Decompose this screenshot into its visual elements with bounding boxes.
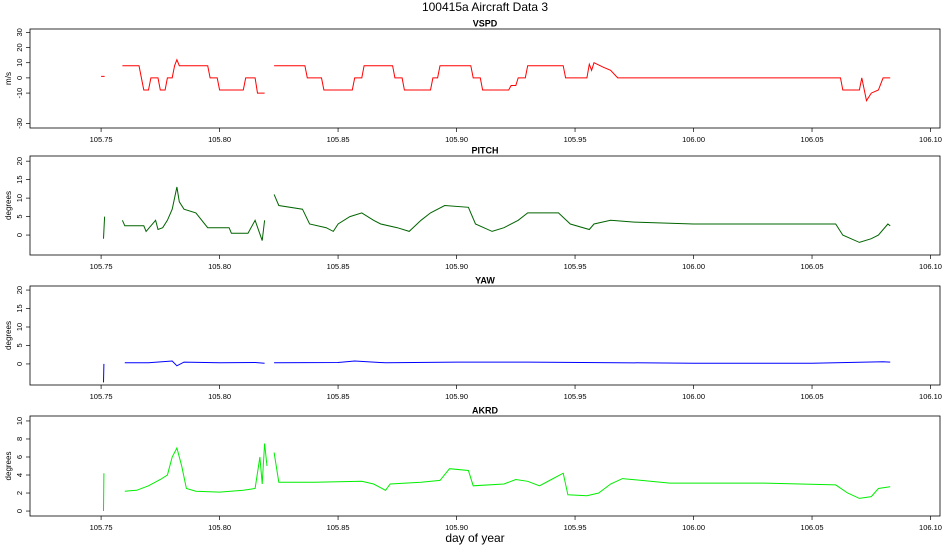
y-tick-label: 30: [15, 28, 24, 36]
x-tick-label: 106.05: [801, 135, 824, 144]
y-tick-label: 6: [15, 455, 24, 459]
x-tick-label: 105.85: [327, 523, 350, 532]
y-tick-label: 20: [15, 286, 24, 294]
y-tick-label: 0: [15, 233, 24, 237]
x-tick-label: 105.80: [208, 392, 231, 401]
panel-title: PITCH: [472, 145, 499, 155]
x-tick-label: 105.80: [208, 135, 231, 144]
x-tick-label: 105.75: [90, 392, 113, 401]
x-tick-label: 106.00: [682, 135, 705, 144]
y-tick-label: 0: [15, 509, 24, 513]
y-tick-label: 8: [15, 437, 24, 441]
x-tick-label: 106.00: [682, 262, 705, 271]
x-axis-label: day of year: [445, 531, 504, 545]
y-tick-label: 0: [15, 362, 24, 366]
x-tick-label: 105.85: [327, 392, 350, 401]
data-line: [103, 186, 891, 243]
x-tick-label: 105.75: [90, 523, 113, 532]
x-tick-label: 105.95: [564, 135, 587, 144]
y-tick-label: 10: [15, 59, 24, 67]
y-tick-label: 10: [15, 417, 24, 425]
y-tick-label: -30: [15, 118, 24, 129]
y-tick-label: 20: [15, 157, 24, 165]
data-line: [103, 443, 891, 512]
data-line: [103, 360, 891, 383]
x-tick-label: 106.00: [682, 392, 705, 401]
x-tick-label: 106.05: [801, 262, 824, 271]
x-tick-label: 105.95: [564, 262, 587, 271]
x-tick-label: 106.05: [801, 523, 824, 532]
x-tick-label: 105.75: [90, 262, 113, 271]
y-tick-label: -10: [15, 88, 24, 99]
y-tick-label: 10: [15, 323, 24, 331]
x-tick-label: 105.95: [564, 523, 587, 532]
x-tick-label: 105.85: [327, 262, 350, 271]
y-axis-label: degrees: [4, 452, 13, 481]
x-tick-label: 105.90: [445, 262, 468, 271]
figure-title: 100415a Aircraft Data 3: [422, 0, 548, 14]
x-tick-label: 105.90: [445, 135, 468, 144]
y-tick-label: 15: [15, 175, 24, 183]
y-tick-label: 5: [15, 343, 24, 347]
plot-frame: [29, 285, 941, 386]
plot-frame: [29, 155, 941, 256]
panel-title: AKRD: [472, 405, 498, 415]
y-axis-label: degrees: [4, 321, 13, 350]
x-tick-label: 105.75: [90, 135, 113, 144]
y-axis-label: m/s: [4, 72, 13, 85]
y-tick-label: 0: [15, 76, 24, 80]
x-tick-label: 106.05: [801, 392, 824, 401]
x-tick-label: 106.10: [919, 135, 942, 144]
plot-frame: [29, 28, 941, 129]
x-tick-label: 105.90: [445, 523, 468, 532]
x-tick-label: 106.00: [682, 523, 705, 532]
x-tick-label: 105.80: [208, 262, 231, 271]
x-tick-label: 105.80: [208, 523, 231, 532]
y-tick-label: 4: [15, 473, 24, 477]
y-tick-label: 5: [15, 214, 24, 218]
x-tick-label: 105.95: [564, 392, 587, 401]
y-tick-label: 15: [15, 304, 24, 312]
y-axis-label: degrees: [4, 191, 13, 220]
plot-frame: [29, 415, 941, 517]
x-tick-label: 105.85: [327, 135, 350, 144]
x-tick-label: 106.10: [919, 392, 942, 401]
y-tick-label: 20: [15, 43, 24, 51]
y-tick-label: 10: [15, 194, 24, 202]
x-tick-label: 105.90: [445, 392, 468, 401]
data-line: [101, 58, 891, 103]
x-tick-label: 106.10: [919, 523, 942, 532]
x-tick-label: 106.10: [919, 262, 942, 271]
panel-title: VSPD: [473, 18, 498, 28]
y-tick-label: 2: [15, 491, 24, 495]
panel-title: YAW: [475, 275, 495, 285]
